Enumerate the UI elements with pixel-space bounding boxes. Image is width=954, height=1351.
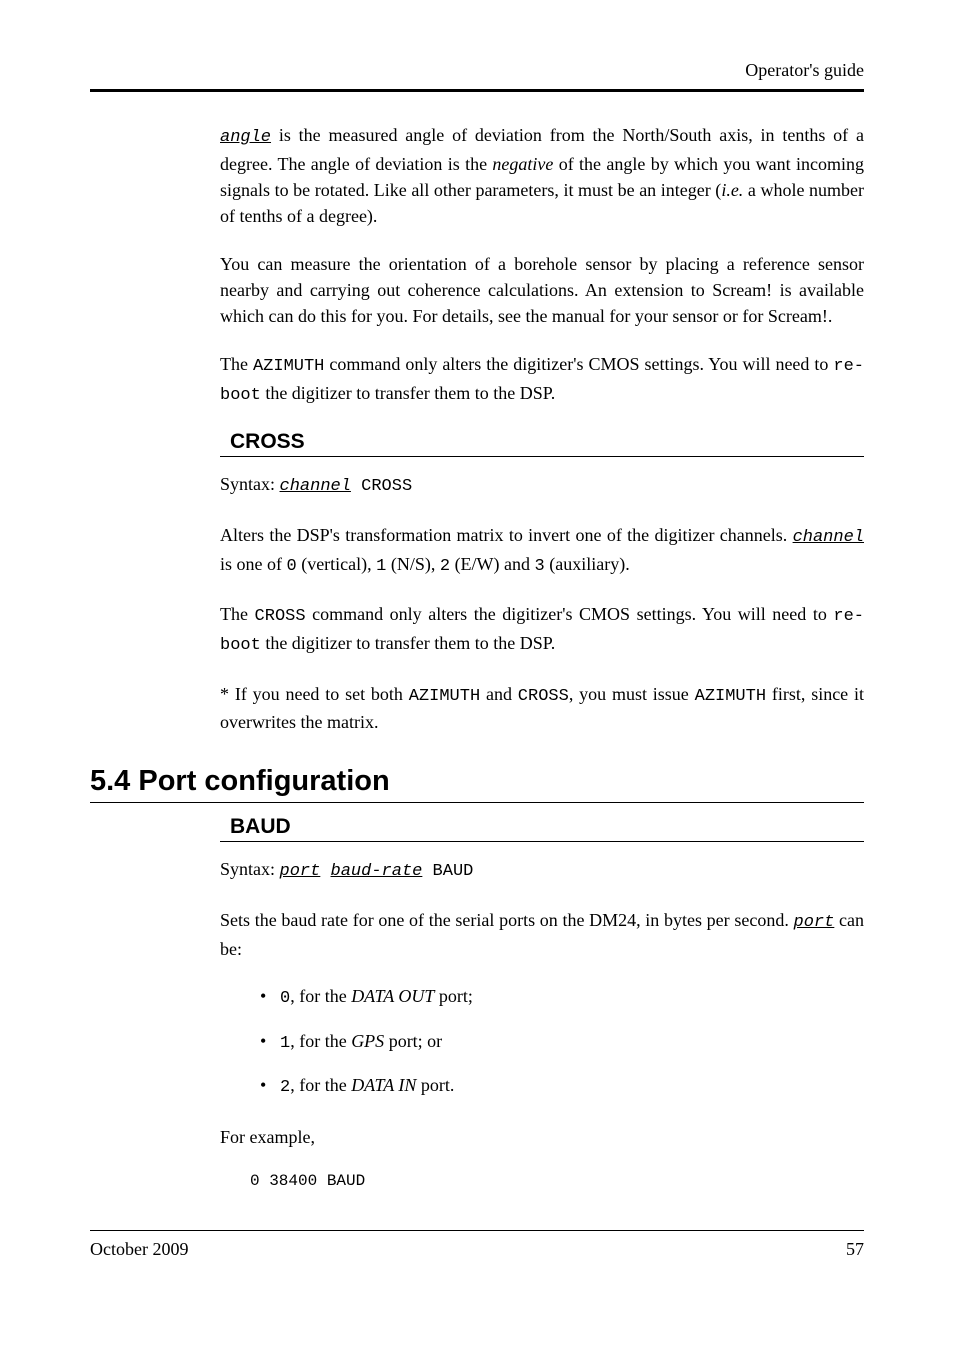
baud-syntax: Syntax: port baud-rate BAUD (220, 856, 864, 885)
para-measure: You can measure the orientation of a bor… (220, 251, 864, 329)
header-guide-label: Operator's guide (90, 60, 864, 81)
example-label: For example, (220, 1124, 864, 1150)
baud-para1: Sets the baud rate for one of the serial… (220, 907, 864, 962)
cross-para3: * If you need to set both AZIMUTH and CR… (220, 681, 864, 736)
section-rule (90, 802, 864, 803)
header-rule (90, 89, 864, 92)
angle-param: angle (220, 128, 271, 147)
footer-rule (90, 1230, 864, 1231)
footer: October 2009 57 (90, 1239, 864, 1260)
para-angle: angle is the measured angle of deviation… (220, 122, 864, 229)
subsection-cross-rule (220, 456, 864, 457)
cross-para2: The CROSS command only alters the digiti… (220, 601, 864, 658)
subsection-baud-rule (220, 841, 864, 842)
para-azimuth-note: The AZIMUTH command only alters the digi… (220, 351, 864, 408)
footer-page: 57 (846, 1239, 864, 1260)
subsection-baud-heading: BAUD (230, 815, 864, 839)
baud-list: •0, for the DATA OUT port; •1, for the G… (260, 984, 864, 1100)
cross-para1: Alters the DSP's transformation matrix t… (220, 522, 864, 579)
section-heading: 5.4 Port configuration (90, 765, 864, 798)
cross-syntax: Syntax: channel CROSS (220, 471, 864, 500)
example-code: 0 38400 BAUD (250, 1172, 864, 1190)
list-item: •1, for the GPS port; or (260, 1029, 864, 1056)
list-item: •2, for the DATA IN port. (260, 1073, 864, 1100)
list-item: •0, for the DATA OUT port; (260, 984, 864, 1011)
footer-date: October 2009 (90, 1239, 188, 1260)
subsection-cross-heading: CROSS (230, 430, 864, 454)
